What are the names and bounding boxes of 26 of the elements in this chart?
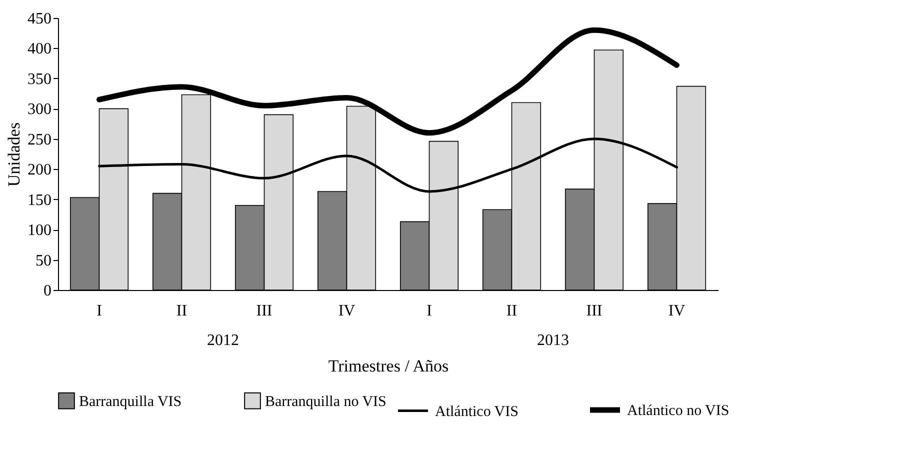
y-axis-title: Unidades bbox=[4, 122, 24, 187]
text: 2013 bbox=[537, 332, 569, 349]
x-tick-label: I bbox=[426, 302, 432, 320]
y-tick-label: 150 bbox=[28, 192, 52, 209]
x-tick-label: III bbox=[256, 302, 272, 320]
legend-label: Atlántico VIS bbox=[435, 404, 518, 420]
x-tick-label: IV bbox=[338, 302, 356, 320]
y-tick-label: 400 bbox=[28, 40, 52, 58]
legend-label: Atlántico no VIS bbox=[627, 403, 730, 419]
x-tick-label: I bbox=[96, 302, 102, 320]
legend-label: Barranquilla VIS bbox=[79, 394, 182, 410]
y-tick-label: 300 bbox=[28, 101, 52, 118]
y-tick-label: 250 bbox=[28, 131, 52, 148]
y-tick-label: 450 bbox=[28, 10, 52, 28]
text: 2012 bbox=[207, 332, 239, 349]
x-tick-label: II bbox=[506, 302, 518, 320]
y-tick-label: 350 bbox=[28, 70, 52, 88]
legend-label: Barranquilla no VIS bbox=[265, 394, 386, 410]
y-tick-label: 100 bbox=[28, 222, 52, 240]
x-tick-label: III bbox=[586, 302, 602, 320]
x-axis-title: Trimestres / Años bbox=[328, 356, 449, 376]
y-tick-label: 50 bbox=[36, 252, 52, 270]
y-tick-label: 200 bbox=[28, 162, 52, 179]
x-tick-label: II bbox=[176, 302, 188, 320]
y-tick-label: 0 bbox=[44, 282, 52, 300]
x-tick-label: IV bbox=[668, 302, 686, 320]
